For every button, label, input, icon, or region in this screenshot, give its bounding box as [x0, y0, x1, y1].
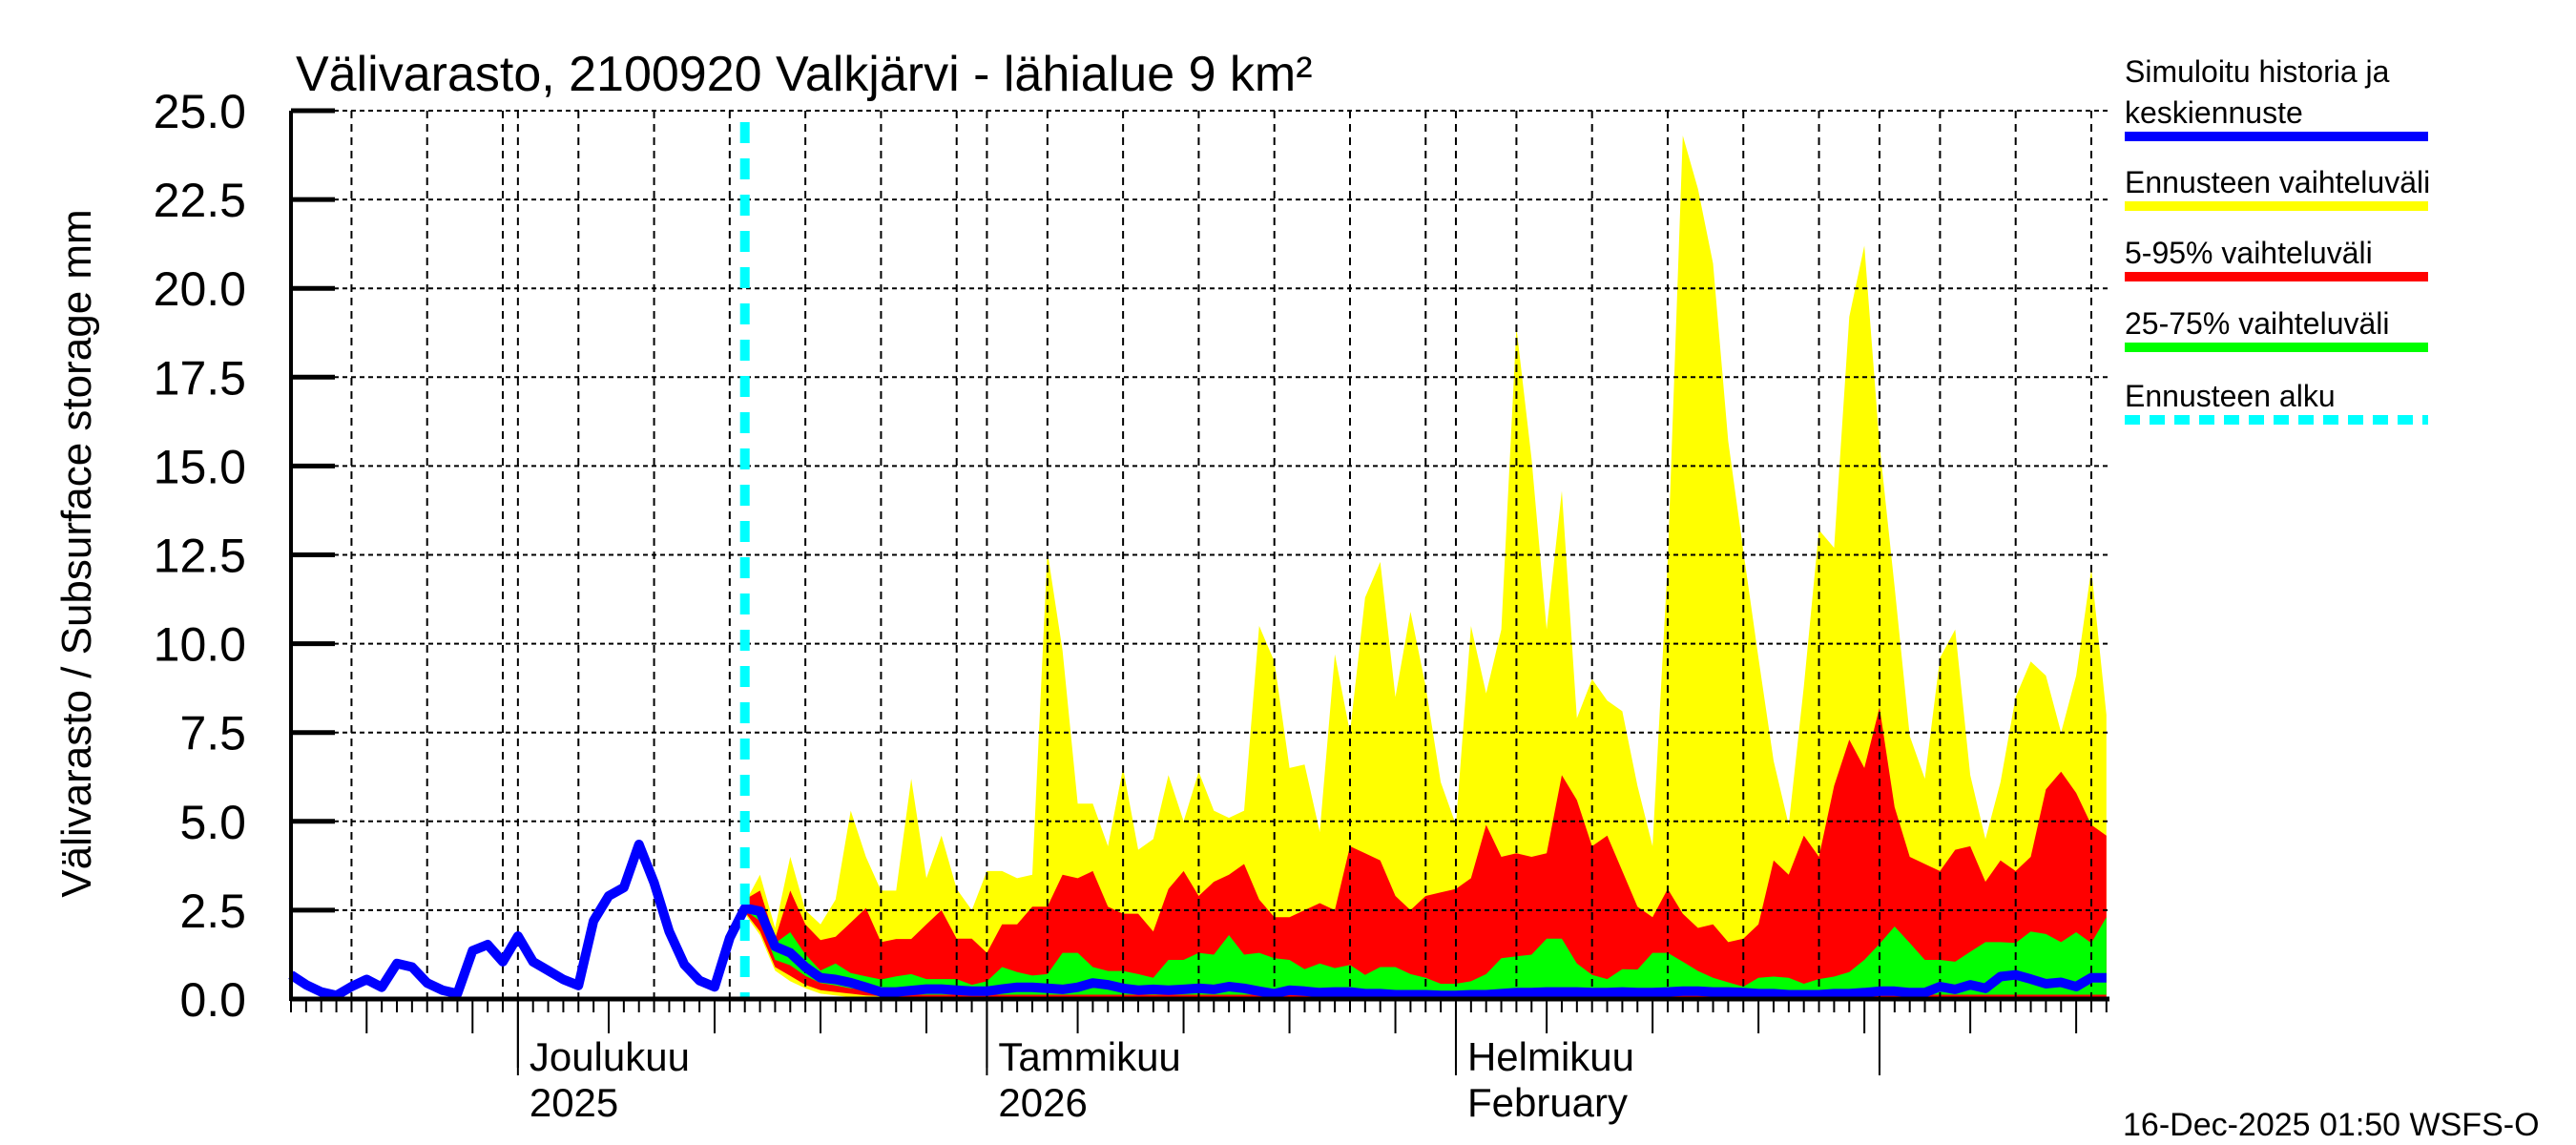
month-label: 2026 — [998, 1080, 1087, 1125]
legend-label: Simuloitu historia ja — [2125, 54, 2390, 89]
y-tick-label: 20.0 — [154, 262, 246, 316]
y-tick-label: 7.5 — [179, 707, 246, 760]
y-tick-label: 17.5 — [154, 351, 246, 405]
legend-label: 25-75% vaihteluväli — [2125, 306, 2390, 341]
axes: 0.0 2.5 5.0 7.5 10.0 12.5 15.0 17.5 20.0 22.5 25.0… — [154, 85, 2109, 1125]
series-lines — [288, 122, 2107, 1001]
y-tick-label: 0.0 — [179, 973, 246, 1027]
y-tick-label: 10.0 — [154, 618, 246, 672]
band-p25-75 — [744, 905, 2107, 995]
month-label: February — [1467, 1080, 1628, 1125]
legend-label: keskiennuste — [2125, 95, 2303, 130]
month-label: Tammikuu — [998, 1034, 1180, 1079]
month-label: Helmikuu — [1467, 1034, 1634, 1079]
y-tick-label: 15.0 — [154, 440, 246, 493]
band-p5-95 — [744, 707, 2107, 998]
legend: Simuloitu historia ja keskiennuste Ennuste… — [2125, 54, 2430, 425]
legend-label: Ennusteen vaihteluväli — [2125, 165, 2430, 199]
legend-label: 5-95% vaihteluväli — [2125, 236, 2373, 270]
series-line-history-median — [288, 840, 2107, 1001]
y-axis-label: Välivarasto / Subsurface storage mm — [53, 209, 100, 897]
grid-lines — [291, 110, 2109, 999]
legend-label: Ennusteen alku — [2125, 379, 2336, 413]
y-tick-label: 25.0 — [154, 85, 246, 138]
y-tick-label: 22.5 — [154, 174, 246, 227]
y-tick-label: 12.5 — [154, 530, 246, 583]
month-label: Joulukuu — [530, 1034, 690, 1079]
band-range — [744, 135, 2107, 1000]
month-label: 2025 — [530, 1080, 618, 1125]
y-tick-label: 2.5 — [179, 885, 246, 938]
y-tick-label: 5.0 — [179, 796, 246, 849]
chart-title: Välivarasto, 2100920 Valkjärvi - lähialu… — [296, 47, 1313, 102]
timestamp: 16-Dec-2025 01:50 WSFS-O — [2123, 1107, 2540, 1143]
forecast-bands — [744, 135, 2107, 1000]
